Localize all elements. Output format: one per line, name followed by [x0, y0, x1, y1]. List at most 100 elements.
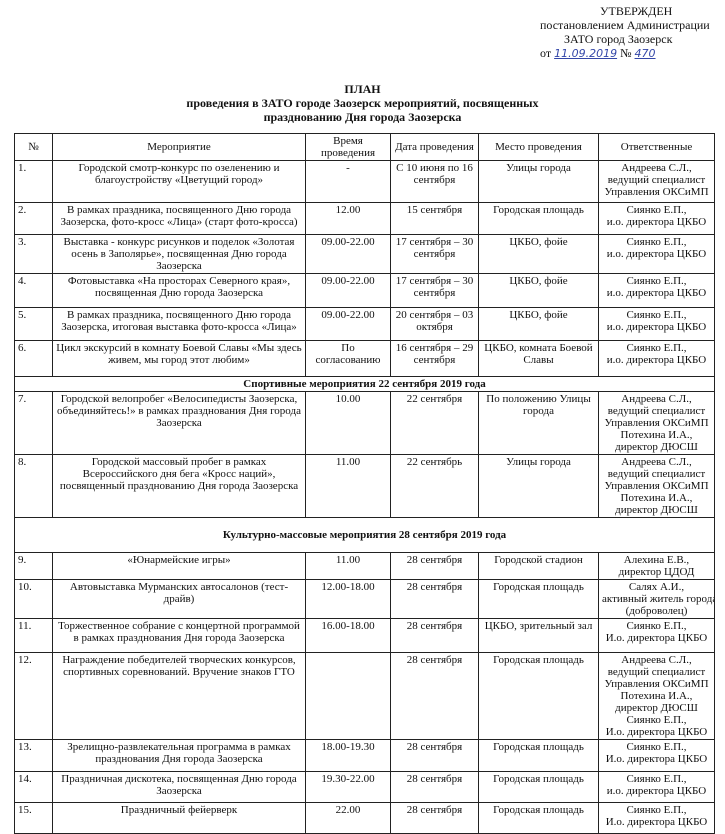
responsible-line: Сиянко Е.П.,: [626, 204, 687, 216]
table-row: 3. Выставка - конкурс рисунков и поделок …: [14, 234, 715, 274]
responsible-line: Сиянко Е.П.,: [626, 773, 687, 785]
cell-responsible: Сиянко Е.П., И.о. директора ЦКБО: [598, 618, 715, 653]
cell-n: 12.: [14, 652, 53, 740]
cell-n: 1.: [14, 160, 53, 203]
cell-event: Награждение победителей творческих конку…: [52, 652, 306, 740]
responsible-line: Алехина Е.В.,: [623, 554, 690, 566]
cell-event: Городской массовый пробег в рамках Всеро…: [52, 454, 306, 518]
responsible-line: Потехина И.А.,: [620, 429, 693, 441]
cell-n: 3.: [14, 234, 53, 274]
responsible-line: директор ДЮСШ: [615, 441, 698, 453]
cell-time: [305, 652, 391, 740]
table-row: 8. Городской массовый пробег в рамках Все…: [14, 454, 715, 518]
column-header: Мероприятие: [52, 133, 306, 161]
responsible-line: директор ЦДОД: [618, 566, 695, 578]
cell-date: 28 сентября: [390, 552, 479, 580]
table-row: 13. Зрелищно-развлекательная программа в …: [14, 739, 715, 772]
responsible-line: Андреева С.Л.,: [621, 456, 692, 468]
responsible-line: Андреева С.Л.,: [621, 162, 692, 174]
responsible-line: Управления ОКСиМП: [604, 186, 709, 198]
cell-place: Городская площадь: [478, 802, 599, 834]
cell-n: 8.: [14, 454, 53, 518]
cell-event: В рамках праздника, посвященного Дню гор…: [52, 202, 306, 235]
cell-responsible: Сиянко Е.П., и.о. директора ЦКБО: [598, 234, 715, 274]
title: ПЛАН проведения в ЗАТО городе Заозерск м…: [0, 82, 725, 124]
cell-time: 09.00-22.00: [305, 273, 391, 308]
cell-responsible: Сиянко Е.П., и.о. директора ЦКБО: [598, 273, 715, 308]
cell-time: 16.00-18.00: [305, 618, 391, 653]
cell-time: -: [305, 160, 391, 203]
cell-time: 22.00: [305, 802, 391, 834]
cell-event: Фотовыставка «На просторах Северного кра…: [52, 273, 306, 308]
cell-responsible: Сиянко Е.П., И.о. директора ЦКБО: [598, 739, 715, 772]
column-header: Место проведения: [478, 133, 599, 161]
cell-date: 16 сентября – 29 сентября: [390, 340, 479, 377]
cell-responsible: Сиянко Е.П., и.о. директора ЦКБО: [598, 307, 715, 341]
table-row: 10. Автовыставка Мурманских автосалонов (…: [14, 579, 715, 619]
cell-responsible: Сиянко Е.П., и.о. директора ЦКБО: [598, 340, 715, 377]
responsible-line: Управления ОКСиМП: [604, 480, 709, 492]
responsible-line: директор ДЮСШ: [615, 702, 698, 714]
table-row: 7. Городской велопробег «Велосипедисты За…: [14, 391, 715, 455]
title-line: проведения в ЗАТО городе Заозерск меропр…: [186, 96, 539, 110]
cell-date: 28 сентября: [390, 652, 479, 740]
cell-event: «Юнармейские игры»: [52, 552, 306, 580]
table-row: 9. «Юнармейские игры» 11.00 28 сентября Горо…: [14, 552, 715, 580]
from: от: [540, 46, 552, 60]
cell-date: 28 сентября: [390, 771, 479, 803]
section-title: Культурно-массовые мероприятия 28 сентяб…: [14, 517, 715, 553]
responsible-line: Сиянко Е.П.,: [626, 275, 687, 287]
cell-n: 15.: [14, 802, 53, 834]
cell-time: 09.00-22.00: [305, 307, 391, 341]
cell-date: 22 сентябрь: [390, 454, 479, 518]
responsible-line: и.о. директора ЦКБО: [606, 321, 707, 333]
cell-place: Городская площадь: [478, 579, 599, 619]
responsible-line: И.о. директора ЦКБО: [605, 632, 708, 644]
cell-time: 09.00-22.00: [305, 234, 391, 274]
responsible-line: И.о. директора ЦКБО: [605, 816, 708, 828]
cell-date: 28 сентября: [390, 739, 479, 772]
responsible-line: Андреева С.Л.,: [621, 654, 692, 666]
section-row: Спортивные мероприятия 22 сентября 2019 …: [14, 376, 715, 392]
cell-responsible: Сиянко Е.П., и.о. директора ЦКБО: [598, 202, 715, 235]
column-header: №: [14, 133, 53, 161]
responsible-line: активный житель города: [602, 593, 715, 605]
responsible-line: Андреева С.Л.,: [621, 393, 692, 405]
number: 470: [634, 47, 656, 60]
cell-time: По согласованию: [305, 340, 391, 377]
cell-event: Торжественное собрание с концертной прог…: [52, 618, 306, 653]
cell-place: ЦКБО, фойе: [478, 273, 599, 308]
section-title: Спортивные мероприятия 22 сентября 2019 …: [14, 376, 715, 392]
cell-place: Улицы города: [478, 160, 599, 203]
responsible-line: и.о. директора ЦКБО: [606, 248, 707, 260]
approval-line: постановлением Администрации: [540, 18, 710, 32]
cell-event: Автовыставка Мурманских автосалонов (тес…: [52, 579, 306, 619]
cell-date: 28 сентября: [390, 618, 479, 653]
responsible-line: Сиянко Е.П.,: [626, 620, 687, 632]
date: 11.09.2019: [554, 47, 618, 60]
cell-n: 7.: [14, 391, 53, 455]
responsible-line: Сиянко Е.П.,: [626, 714, 687, 726]
responsible-line: Управления ОКСиМП: [604, 678, 709, 690]
cell-date: 17 сентября – 30 сентября: [390, 273, 479, 308]
cell-responsible: Сиянко Е.П., и.о. директора ЦКБО: [598, 771, 715, 803]
cell-responsible: Алехина Е.В., директор ЦДОД: [598, 552, 715, 580]
responsible-line: ведущий специалист: [607, 468, 706, 480]
responsible-line: Сиянко Е.П.,: [626, 309, 687, 321]
approval-line: ЗАТО город Заозерск: [564, 32, 673, 46]
responsible-line: (доброволец): [625, 605, 688, 617]
cell-n: 6.: [14, 340, 53, 377]
cell-event: Цикл экскурсий в комнату Боевой Славы «М…: [52, 340, 306, 377]
responsible-line: Сиянко Е.П.,: [626, 342, 687, 354]
cell-place: Городская площадь: [478, 771, 599, 803]
responsible-line: и.о. директора ЦКБО: [606, 287, 707, 299]
cell-place: Городская площадь: [478, 739, 599, 772]
column-header: Время проведения: [305, 133, 391, 161]
cell-place: Городская площадь: [478, 652, 599, 740]
cell-place: ЦКБО, комната Боевой Славы: [478, 340, 599, 377]
responsible-line: и.о. директора ЦКБО: [606, 354, 707, 366]
cell-event: Праздничная дискотека, посвященная Дню г…: [52, 771, 306, 803]
approved: УТВЕРЖДЕН: [600, 4, 673, 18]
table-row: 12. Награждение победителей творческих ко…: [14, 652, 715, 740]
cell-place: ЦКБО, фойе: [478, 234, 599, 274]
